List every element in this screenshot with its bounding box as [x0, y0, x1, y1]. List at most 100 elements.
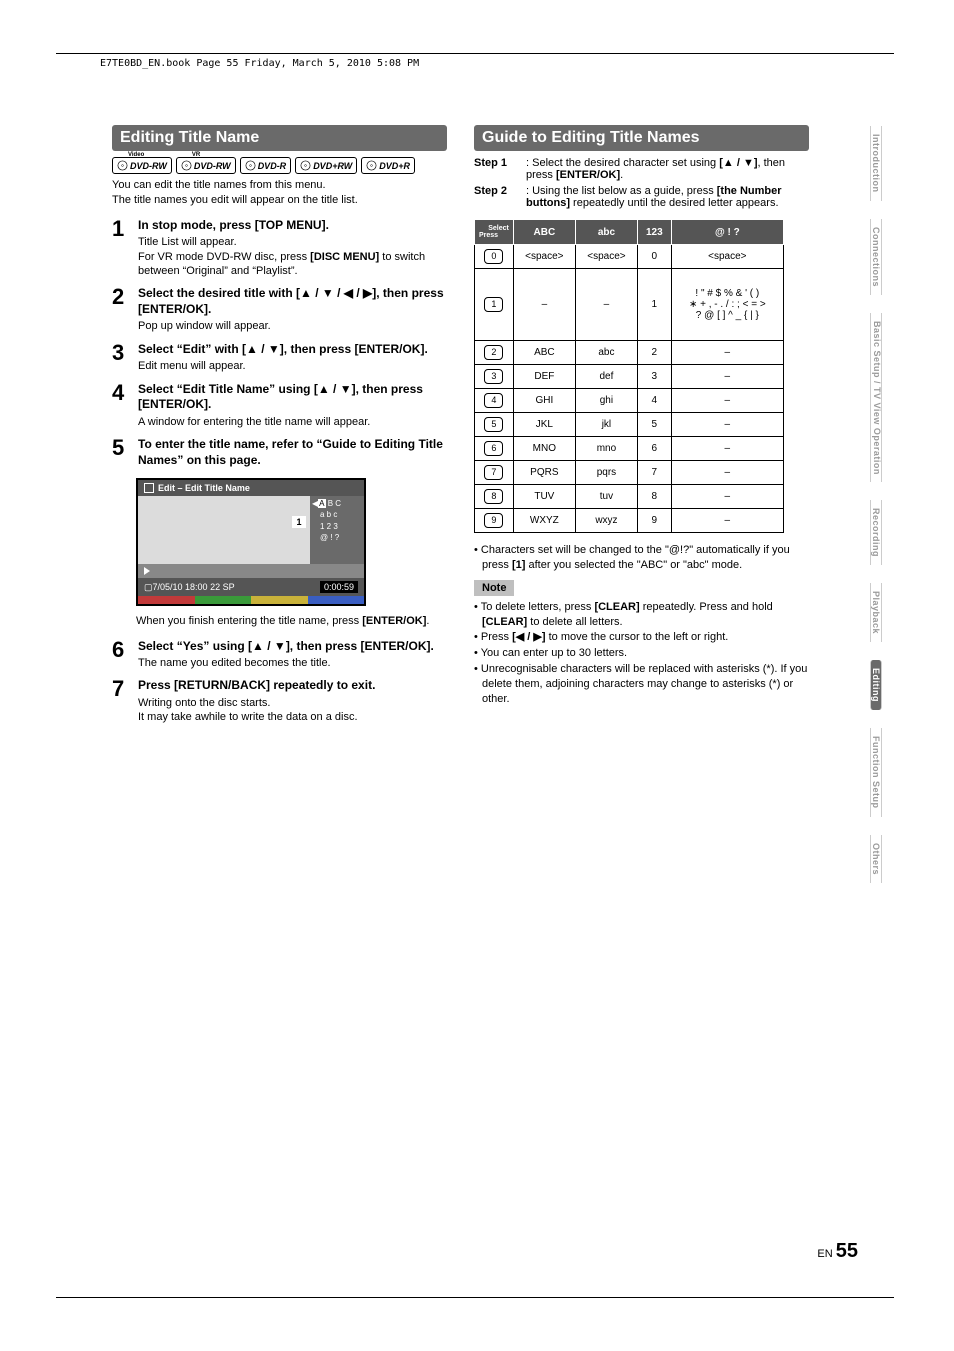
section-tab[interactable]: Connections — [870, 219, 882, 295]
table-cell: <space> — [513, 245, 575, 269]
table-key: 4 — [475, 389, 514, 413]
table-cell: JKL — [513, 413, 575, 437]
table-key: 3 — [475, 365, 514, 389]
table-cell: 2 — [637, 341, 671, 365]
guide-step-2-label: Step 2 — [474, 185, 522, 209]
section-tab[interactable]: Basic Setup / TV View Operation — [870, 313, 882, 483]
table-col-header: @ ! ? — [671, 220, 783, 245]
section-tabs: Introduction Connections Basic Setup / TV … — [870, 126, 908, 901]
character-table: SelectPressABCabc123@ ! ?0<space><space>… — [474, 219, 784, 533]
table-cell: <space> — [575, 245, 637, 269]
step-desc: Title List will appear.For VR mode DVD-R… — [138, 235, 447, 278]
table-key: 1 — [475, 269, 514, 341]
table-key: 8 — [475, 485, 514, 509]
table-key: 6 — [475, 437, 514, 461]
step-desc: The name you edited becomes the title. — [138, 656, 447, 670]
table-cell: pqrs — [575, 461, 637, 485]
step-title: In stop mode, press [TOP MENU]. — [138, 218, 447, 234]
format-badge: DVD+R — [361, 157, 415, 174]
osd-footer: ▢7/05/10 18:00 22 SP 0:00:59 — [138, 578, 364, 596]
note-item: Press [◀ / ▶] to move the cursor to the … — [474, 630, 809, 645]
play-icon — [144, 567, 150, 575]
osd-screenshot: Edit – Edit Title Name 1 ◀A B C a b c 1 … — [136, 478, 366, 606]
intro-line-1: You can edit the title names from this m… — [112, 178, 447, 193]
table-cell: 1 — [637, 269, 671, 341]
table-cell: – — [671, 389, 783, 413]
osd-color-bar — [138, 596, 364, 604]
section-editing-title-name: Editing Title Name — [112, 125, 447, 151]
table-cell: 7 — [637, 461, 671, 485]
step-number: 1 — [112, 218, 130, 278]
table-cell: def — [575, 365, 637, 389]
step-desc: Pop up window will appear. — [138, 319, 447, 333]
table-col-header: abc — [575, 220, 637, 245]
section-tab[interactable]: Playback — [870, 583, 882, 642]
left-column: Editing Title Name VideoDVD-RWVRDVD-RWDV… — [112, 125, 447, 733]
guide-step-2-text: : Using the list below as a guide, press… — [526, 185, 809, 209]
step: 4 Select “Edit Title Name” using [▲ / ▼],… — [112, 382, 447, 429]
format-badges: VideoDVD-RWVRDVD-RWDVD-RDVD+RWDVD+R — [112, 157, 447, 174]
step: 5To enter the title name, refer to “Guid… — [112, 437, 447, 470]
osd-main: 1 ◀A B C a b c 1 2 3 @ ! ? — [138, 496, 364, 564]
table-col-header: 123 — [637, 220, 671, 245]
note-label: Note — [474, 580, 514, 596]
table-cell: DEF — [513, 365, 575, 389]
table-cell: – — [513, 269, 575, 341]
step: 7Press [RETURN/BACK] repeatedly to exit.… — [112, 678, 447, 724]
table-cell: abc — [575, 341, 637, 365]
section-tab[interactable]: Editing — [870, 660, 882, 710]
steps-list: 1 In stop mode, press [TOP MENU].Title Li… — [112, 218, 447, 471]
guide-step-1-text: : Select the desired character set using… — [526, 157, 809, 181]
table-cell: MNO — [513, 437, 575, 461]
step-desc: A window for entering the title name wil… — [138, 415, 447, 429]
right-column: Guide to Editing Title Names Step 1 : Se… — [474, 125, 809, 708]
table-cell: 8 — [637, 485, 671, 509]
table-col-header: ABC — [513, 220, 575, 245]
osd-main-left: 1 — [138, 496, 310, 564]
page-number-value: 55 — [836, 1240, 858, 1262]
table-cell: 5 — [637, 413, 671, 437]
osd-set-row-3: 1 2 3 — [312, 521, 362, 532]
osd-charset-panel: ◀A B C a b c 1 2 3 @ ! ? — [310, 496, 364, 564]
section-guide: Guide to Editing Title Names — [474, 125, 809, 151]
table-footnote: Characters set will be changed to the "@… — [474, 543, 809, 573]
osd-set-row-4: @ ! ? — [312, 532, 362, 543]
table-cell: 9 — [637, 509, 671, 533]
table-cell: <space> — [671, 245, 783, 269]
table-cell: 4 — [637, 389, 671, 413]
step-number: 6 — [112, 639, 130, 671]
after-osd-text: When you finish entering the title name,… — [136, 614, 447, 628]
footer-rule — [56, 1297, 894, 1298]
table-cell: PQRS — [513, 461, 575, 485]
table-corner: SelectPress — [475, 220, 514, 245]
intro-line-2: The title names you edit will appear on … — [112, 193, 447, 208]
step-number: 4 — [112, 382, 130, 429]
page-number: EN 55 — [817, 1240, 858, 1263]
table-cell: – — [671, 365, 783, 389]
osd-set-row-2: a b c — [312, 509, 362, 520]
step-desc: Edit menu will appear. — [138, 359, 447, 373]
osd-title-bar: Edit – Edit Title Name — [138, 480, 364, 496]
step-title: Select “Edit Title Name” using [▲ / ▼], … — [138, 382, 447, 413]
page-lang: EN — [817, 1248, 832, 1260]
section-tab[interactable]: Others — [870, 835, 882, 883]
note-item: Unrecognisable characters will be replac… — [474, 662, 809, 707]
table-key: 2 — [475, 341, 514, 365]
note-item: To delete letters, press [CLEAR] repeate… — [474, 600, 809, 630]
guide-step-1-label: Step 1 — [474, 157, 522, 181]
step-title: Select “Yes” using [▲ / ▼], then press [… — [138, 639, 447, 655]
step-number: 3 — [112, 342, 130, 374]
osd-duration: 0:00:59 — [320, 581, 358, 593]
book-header: E7TE0BD_EN.book Page 55 Friday, March 5,… — [100, 58, 419, 69]
section-tab[interactable]: Function Setup — [870, 728, 882, 817]
table-cell: ghi — [575, 389, 637, 413]
step-number: 7 — [112, 678, 130, 724]
osd-rec-info: ▢7/05/10 18:00 22 SP — [144, 582, 235, 593]
table-cell: wxyz — [575, 509, 637, 533]
section-tab[interactable]: Introduction — [870, 126, 882, 201]
section-tab[interactable]: Recording — [870, 500, 882, 565]
step-desc: Writing onto the disc starts.It may take… — [138, 696, 447, 725]
notes-list: To delete letters, press [CLEAR] repeate… — [474, 600, 809, 707]
note-item: You can enter up to 30 letters. — [474, 646, 809, 661]
table-key: 9 — [475, 509, 514, 533]
